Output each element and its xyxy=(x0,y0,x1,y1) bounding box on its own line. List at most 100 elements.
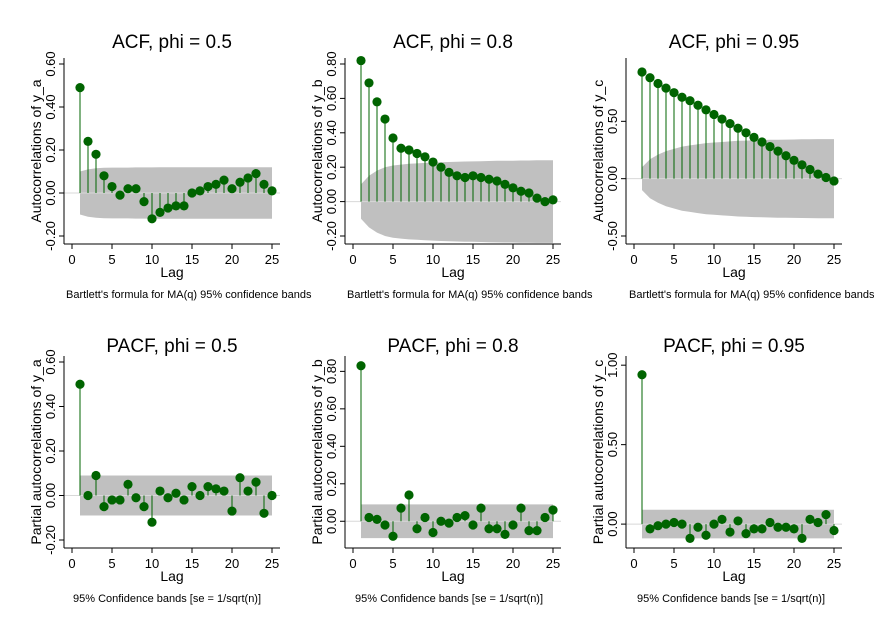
x-tick-label: 20 xyxy=(506,556,520,571)
point-lag-2 xyxy=(83,136,93,146)
point-lag-9 xyxy=(420,512,430,523)
point-lag-25 xyxy=(829,176,839,186)
point-lag-5 xyxy=(388,531,398,541)
point-lag-11 xyxy=(717,514,727,524)
point-lag-15 xyxy=(187,482,197,492)
y-tick-label: -0.20 xyxy=(324,221,339,251)
point-lag-18 xyxy=(492,176,502,186)
point-lag-1 xyxy=(75,83,85,93)
point-lag-4 xyxy=(661,519,671,529)
point-lag-24 xyxy=(259,508,269,518)
point-lag-16 xyxy=(195,186,205,196)
point-lag-9 xyxy=(420,152,430,162)
point-lag-6 xyxy=(115,190,125,200)
point-lag-8 xyxy=(693,522,703,532)
y-tick-label: 0.40 xyxy=(43,94,58,119)
point-lag-2 xyxy=(645,524,655,534)
chart-note: 95% Confidence bands [se = 1/sqrt(n)] xyxy=(355,593,543,605)
point-lag-25 xyxy=(829,525,839,536)
point-lag-16 xyxy=(757,524,767,534)
y-tick-label: 1.00 xyxy=(605,353,620,378)
point-lag-15 xyxy=(468,171,478,181)
point-lag-10 xyxy=(428,527,438,538)
point-lag-15 xyxy=(749,132,759,142)
x-tick-label: 5 xyxy=(108,252,115,267)
point-lag-23 xyxy=(532,526,542,536)
point-lag-14 xyxy=(460,172,470,183)
point-lag-8 xyxy=(131,493,141,503)
point-lag-12 xyxy=(444,518,454,528)
plot-region xyxy=(64,356,280,548)
point-lag-4 xyxy=(380,520,390,530)
point-lag-2 xyxy=(364,78,374,88)
point-lag-24 xyxy=(259,179,269,189)
chart-note: Bartlett's formula for MA(q) 95% confide… xyxy=(629,289,874,301)
point-lag-22 xyxy=(243,486,253,496)
point-lag-13 xyxy=(171,488,181,498)
point-lag-11 xyxy=(155,207,165,217)
chart-note: Bartlett's formula for MA(q) 95% confide… xyxy=(347,289,593,301)
x-axis-label: Lag xyxy=(441,264,464,280)
point-lag-22 xyxy=(243,173,253,183)
x-axis-label: Lag xyxy=(722,264,745,280)
point-lag-6 xyxy=(396,143,406,153)
panel-4: 0 5 10 15 20 25 -0.20 0.00 0.20 0.40 0.60 PACF, phi… xyxy=(28,336,280,605)
x-tick-label: 10 xyxy=(707,252,721,267)
point-lag-5 xyxy=(388,133,398,143)
chart-note: 95% Confidence bands [se = 1/sqrt(n)] xyxy=(73,593,261,605)
x-tick-label: 10 xyxy=(426,252,440,267)
point-lag-21 xyxy=(516,186,526,196)
point-lag-14 xyxy=(741,529,751,539)
y-tick-label: 0.20 xyxy=(324,155,339,180)
point-lag-8 xyxy=(412,148,422,159)
point-lag-8 xyxy=(131,184,141,194)
point-lag-12 xyxy=(725,527,735,537)
point-lag-23 xyxy=(813,169,823,179)
point-lag-1 xyxy=(637,67,647,77)
point-lag-4 xyxy=(661,83,671,93)
panel-1: 0 5 10 15 20 25 -0.20 0.00 0.20 0.40 0.60 ACF, phi … xyxy=(28,32,312,301)
point-lag-6 xyxy=(677,519,687,529)
point-lag-25 xyxy=(267,186,277,196)
point-lag-4 xyxy=(380,114,390,124)
point-lag-20 xyxy=(227,506,237,516)
y-tick-label: 0.20 xyxy=(43,137,58,162)
y-tick-label: 0.00 xyxy=(605,166,620,191)
x-tick-label: 15 xyxy=(185,252,199,267)
x-tick-label: 10 xyxy=(145,556,159,571)
point-lag-12 xyxy=(444,167,454,177)
point-lag-20 xyxy=(789,155,799,165)
point-lag-1 xyxy=(637,370,647,380)
x-tick-label: 20 xyxy=(225,556,239,571)
point-lag-18 xyxy=(211,484,221,494)
point-lag-21 xyxy=(797,160,807,170)
y-axis-label: Autocorrelations of y_c xyxy=(590,80,606,222)
point-lag-3 xyxy=(372,97,382,107)
x-axis-label: Lag xyxy=(160,568,183,584)
point-lag-5 xyxy=(107,181,117,192)
x-tick-label: 5 xyxy=(108,556,115,571)
point-lag-20 xyxy=(508,520,518,530)
y-tick-label: 0.50 xyxy=(605,432,620,457)
y-tick-label: 0.60 xyxy=(324,86,339,111)
y-axis-label: Autocorrelations of y_b xyxy=(309,79,325,222)
point-lag-6 xyxy=(115,495,125,505)
point-lag-7 xyxy=(404,490,414,500)
point-lag-12 xyxy=(163,493,173,503)
point-lag-14 xyxy=(741,128,751,138)
point-lag-17 xyxy=(765,141,775,152)
point-lag-12 xyxy=(725,119,735,129)
point-lag-22 xyxy=(805,514,815,524)
point-lag-21 xyxy=(235,473,245,483)
point-lag-10 xyxy=(709,109,719,120)
point-lag-18 xyxy=(492,524,502,534)
point-lag-13 xyxy=(171,201,181,211)
point-lag-17 xyxy=(484,174,494,184)
x-tick-label: 25 xyxy=(546,252,560,267)
point-lag-4 xyxy=(99,502,109,512)
point-lag-18 xyxy=(773,522,783,532)
y-tick-label: 0.50 xyxy=(605,109,620,134)
y-axis-label: Partial autocorrelations of y_a xyxy=(28,359,44,544)
point-lag-19 xyxy=(781,151,791,161)
point-lag-7 xyxy=(685,533,695,544)
